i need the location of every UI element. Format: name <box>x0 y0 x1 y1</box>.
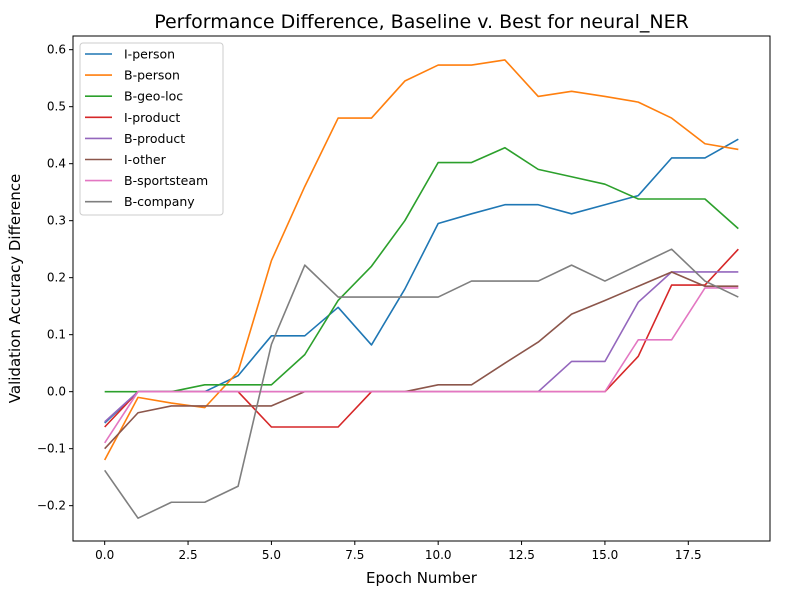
y-tick-label: 0.4 <box>47 157 66 171</box>
legend-label-i-product: I-product <box>124 110 180 125</box>
legend-label-b-company: B-company <box>124 194 195 209</box>
x-tick-label: 12.5 <box>508 548 535 562</box>
y-axis-ticks: −0.2 −0.1 0.0 0.1 0.2 0.3 0.4 0.5 0.6 <box>37 43 73 513</box>
x-tick-label: 7.5 <box>345 548 364 562</box>
y-tick-label: −0.1 <box>37 442 66 456</box>
y-tick-label: 0.6 <box>47 43 66 57</box>
y-tick-label: 0.5 <box>47 100 66 114</box>
plot-frame <box>72 35 771 542</box>
series-line-b-person <box>103 59 739 461</box>
legend-label-b-person: B-person <box>124 68 180 83</box>
y-axis-label: Validation Accuracy Difference <box>6 174 24 403</box>
legend-label-i-person: I-person <box>124 47 175 62</box>
y-tick-label: 0.2 <box>47 271 66 285</box>
legend-box <box>79 42 224 216</box>
y-tick-label: 0.0 <box>47 385 66 399</box>
chart-title: Performance Difference, Baseline v. Best… <box>154 11 689 33</box>
legend-label-b-sportsteam: B-sportsteam <box>124 173 208 188</box>
legend: I-person B-person B-geo-loc I-product B-prod… <box>79 42 224 216</box>
legend-label-b-product: B-product <box>124 131 185 146</box>
series-line-b-sportsteam <box>104 287 739 444</box>
series-line-b-geo-loc <box>104 146 739 393</box>
legend-label-i-other: I-other <box>124 152 167 167</box>
x-tick-label: 2.5 <box>179 548 198 562</box>
x-axis-label: Epoch Number <box>366 569 478 587</box>
series-line-i-other <box>104 271 739 450</box>
x-tick-label: 0.0 <box>95 548 114 562</box>
x-tick-label: 17.5 <box>675 548 702 562</box>
legend-label-b-geo-loc: B-geo-loc <box>124 89 183 104</box>
y-tick-label: −0.2 <box>37 499 66 513</box>
x-axis-ticks: 0.0 2.5 5.0 7.5 10.0 12.5 15.0 17.5 <box>95 541 702 562</box>
x-tick-label: 5.0 <box>262 548 281 562</box>
y-tick-label: 0.1 <box>47 328 66 342</box>
legend-items: I-person B-person B-geo-loc I-product B-prod… <box>85 47 208 209</box>
y-tick-label: 0.3 <box>47 214 66 228</box>
plot-area: 0.0 2.5 5.0 7.5 10.0 12.5 15.0 17.5 −0.2 −0.1 0.0… <box>37 35 771 562</box>
series-line-i-product <box>104 248 739 428</box>
x-tick-label: 10.0 <box>425 548 452 562</box>
x-tick-label: 15.0 <box>592 548 619 562</box>
series-lines <box>103 59 739 520</box>
series-line-b-company <box>104 248 739 520</box>
